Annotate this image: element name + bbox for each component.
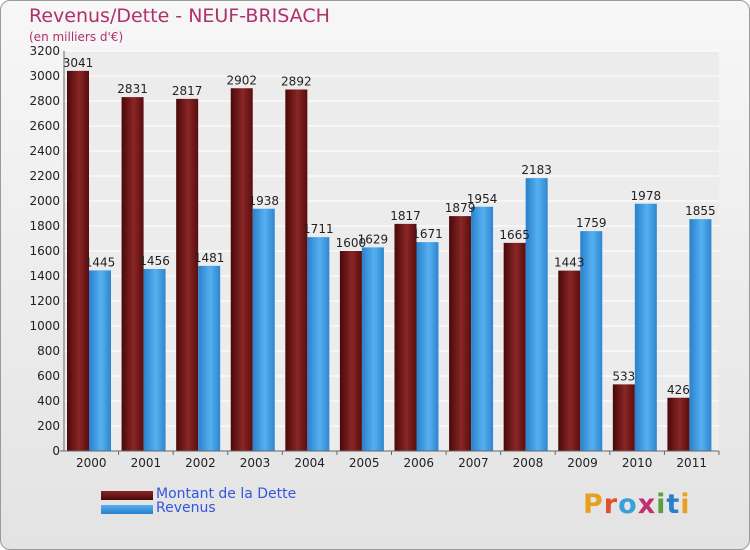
y-tick-label: 3000 [29, 69, 60, 83]
bar-revenue [416, 242, 439, 451]
bar-debt [339, 251, 362, 451]
bar-debt [285, 89, 308, 451]
bar-revenue [198, 265, 221, 451]
x-tick-label: 2006 [404, 456, 435, 470]
data-label-debt: 2902 [226, 73, 257, 87]
y-tick-label: 2000 [29, 194, 60, 208]
bar-revenue [307, 237, 330, 451]
y-tick-label: 800 [37, 344, 60, 358]
bar-debt [176, 98, 199, 451]
plot-area: 0 200 400 600 800 1000 1200 1400 1600 1800 2000 220… [29, 44, 720, 470]
y-tick-label: 2600 [29, 119, 60, 133]
proxiti-logo: Proxiti [583, 489, 691, 520]
logo-letter: o [618, 489, 638, 520]
data-label-debt: 2892 [281, 75, 312, 89]
data-label-debt: 533 [612, 369, 635, 383]
bar-revenue [471, 206, 494, 451]
bar-revenue [252, 208, 275, 451]
bar-debt [503, 242, 526, 451]
bar-revenue [89, 270, 111, 451]
x-tick-label: 2007 [458, 456, 489, 470]
legend-swatch-revenue [101, 505, 153, 514]
data-label-debt: 1665 [499, 228, 530, 242]
data-label-revenue: 1855 [685, 204, 716, 218]
bar-debt [394, 223, 417, 451]
data-label-debt: 3041 [63, 56, 94, 70]
x-tick-label: 2005 [349, 456, 380, 470]
logo-letter: i [680, 489, 691, 520]
data-label-revenue: 1978 [631, 189, 662, 203]
bar-debt [230, 88, 253, 451]
data-label-revenue: 1456 [139, 254, 170, 268]
data-label-revenue: 2183 [521, 163, 552, 177]
bar-debt [121, 97, 144, 451]
data-label-debt: 1817 [390, 209, 421, 223]
bar-debt [612, 384, 635, 451]
data-label-debt: 1600 [336, 236, 367, 250]
y-tick-label: 0 [52, 444, 60, 458]
bar-revenue [634, 203, 657, 451]
x-tick-label: 2009 [567, 456, 598, 470]
data-label-revenue: 1711 [303, 222, 334, 236]
logo-letter: P [583, 489, 604, 520]
x-tick-label: 2000 [76, 456, 107, 470]
data-label-revenue: 1759 [576, 216, 607, 230]
logo-letter: i [656, 489, 667, 520]
legend-swatch-debt [101, 491, 153, 500]
logo-letter: x [637, 489, 657, 520]
data-label-revenue: 1938 [248, 194, 279, 208]
data-label-revenue: 1445 [85, 255, 116, 269]
y-tick-label: 600 [37, 369, 60, 383]
bar-revenue [361, 247, 384, 451]
x-tick-label: 2011 [676, 456, 707, 470]
y-tick-label: 1200 [29, 294, 60, 308]
y-tick-label: 400 [37, 394, 60, 408]
y-tick-label: 2800 [29, 94, 60, 108]
data-label-revenue: 1481 [194, 251, 225, 265]
x-tick-label: 2010 [622, 456, 653, 470]
bar-debt [67, 70, 89, 451]
x-tick-label: 2004 [294, 456, 325, 470]
data-label-debt: 2817 [172, 84, 203, 98]
y-tick-label: 3200 [29, 44, 60, 58]
bar-revenue [525, 178, 548, 451]
bar-debt [449, 216, 472, 451]
y-tick-label: 1800 [29, 219, 60, 233]
y-tick-label: 2200 [29, 169, 60, 183]
y-tick-label: 200 [37, 419, 60, 433]
x-tick-label: 2008 [513, 456, 544, 470]
y-tick-label: 2400 [29, 144, 60, 158]
logo-letter: t [666, 489, 681, 520]
data-label-revenue: 1629 [358, 232, 389, 246]
x-tick-label: 2002 [185, 456, 216, 470]
y-tick-label: 1000 [29, 319, 60, 333]
chart-subtitle: (en milliers d'€) [29, 30, 124, 44]
y-tick-label: 1600 [29, 244, 60, 258]
bar-revenue [143, 269, 166, 451]
logo-letter: r [603, 489, 619, 520]
data-label-debt: 1443 [554, 256, 585, 270]
data-label-debt: 2831 [117, 82, 148, 96]
legend-label-debt: Montant de la Dette [156, 486, 297, 502]
bar-revenue [580, 231, 603, 451]
y-tick-label: 1400 [29, 269, 60, 283]
data-label-revenue: 1954 [467, 192, 498, 206]
bar-debt [558, 270, 581, 451]
x-tick-label: 2003 [240, 456, 271, 470]
data-label-debt: 426 [667, 383, 690, 397]
bar-debt [667, 397, 690, 451]
x-tick-label: 2001 [131, 456, 162, 470]
chart-title: Revenus/Dette - NEUF-BRISACH [29, 5, 330, 27]
data-label-debt: 1879 [445, 201, 476, 215]
data-label-revenue: 1671 [412, 227, 443, 241]
legend-label-revenue: Revenus [156, 500, 216, 516]
bar-revenue [689, 219, 712, 451]
